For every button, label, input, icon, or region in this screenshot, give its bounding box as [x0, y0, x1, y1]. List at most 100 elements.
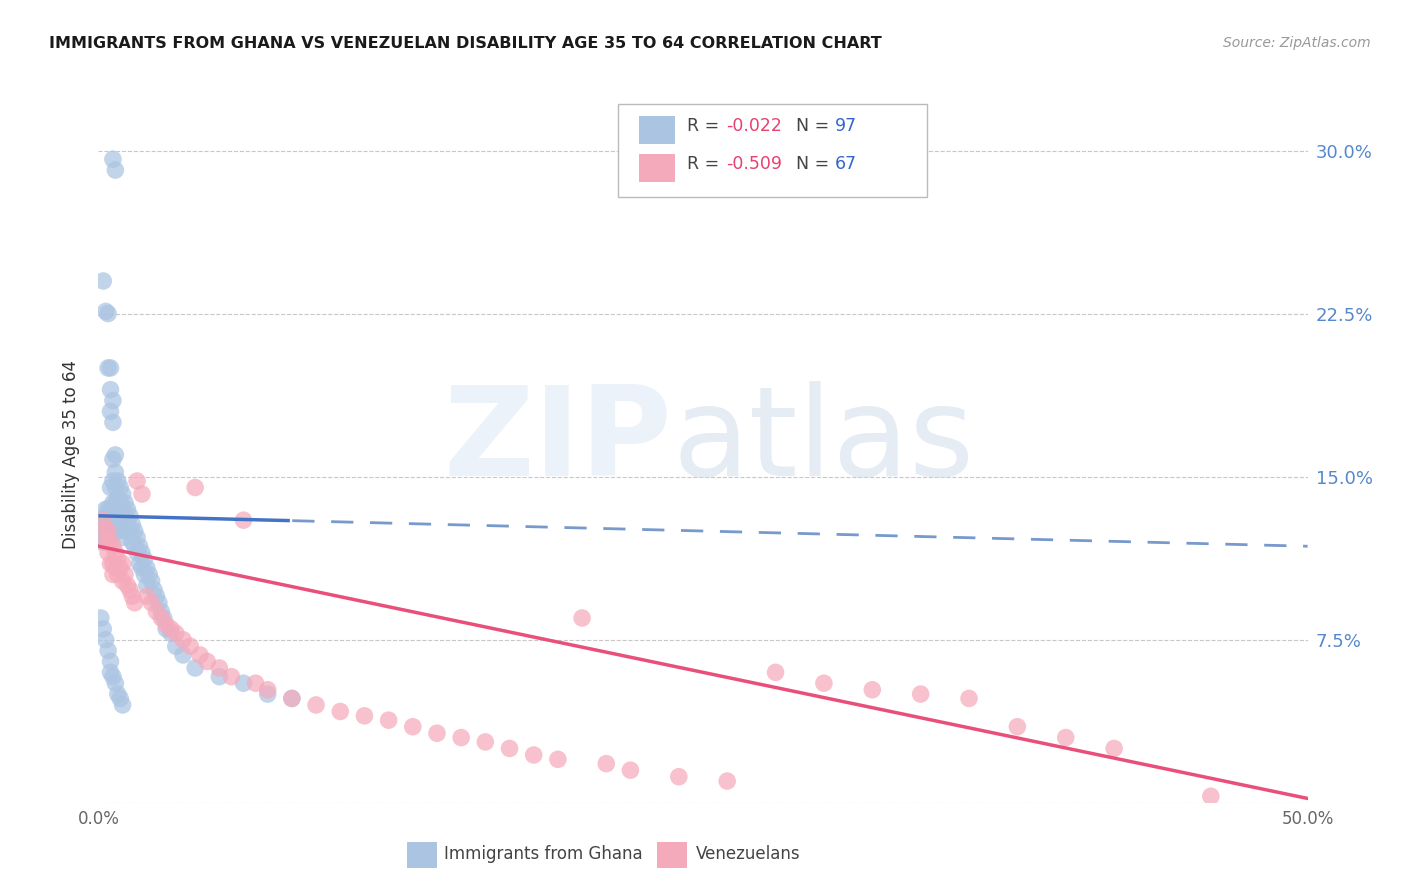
Point [94, 524, 117, 538]
Bar [657, 842, 688, 868]
Point [131, 561, 153, 575]
Point [118, 582, 141, 597]
Point [100, 531, 122, 545]
Point [184, 481, 207, 495]
Point [111, 698, 134, 712]
Text: Source: ZipAtlas.com: Source: ZipAtlas.com [1223, 36, 1371, 50]
Point [101, 557, 124, 571]
Point [165, 626, 187, 640]
Point [107, 508, 129, 523]
Point [195, 655, 218, 669]
Point [111, 487, 134, 501]
Point [104, 546, 127, 560]
Text: ZIP: ZIP [443, 381, 672, 501]
Point [111, 502, 134, 516]
Point [90, 611, 112, 625]
Point [450, 731, 472, 745]
Point [100, 481, 122, 495]
Point [100, 517, 122, 532]
Point [108, 691, 131, 706]
Point [547, 752, 569, 766]
Point [104, 496, 127, 510]
Point [1102, 741, 1125, 756]
Point [813, 676, 835, 690]
Point [150, 611, 173, 625]
Point [232, 513, 254, 527]
Text: R =: R = [688, 155, 725, 173]
Point [124, 596, 146, 610]
Point [97, 524, 120, 538]
Point [1054, 731, 1077, 745]
Point [104, 513, 127, 527]
Point [100, 557, 122, 571]
Point [97, 307, 120, 321]
Point [523, 747, 546, 762]
Point [860, 682, 883, 697]
Point [134, 567, 156, 582]
Point [128, 539, 150, 553]
Point [179, 639, 201, 653]
Point [134, 552, 156, 566]
Point [114, 496, 136, 510]
Point [127, 474, 149, 488]
Point [221, 670, 243, 684]
Point [128, 557, 150, 571]
Point [101, 152, 124, 166]
Point [305, 698, 328, 712]
Point [160, 626, 183, 640]
Text: atlas: atlas [673, 381, 974, 501]
Point [595, 756, 617, 771]
Point [100, 404, 122, 418]
Point [114, 524, 136, 538]
Point [97, 531, 120, 545]
Point [104, 448, 127, 462]
Point [165, 639, 187, 653]
Point [101, 567, 124, 582]
Text: 97: 97 [835, 117, 856, 135]
Y-axis label: Disability Age 35 to 64: Disability Age 35 to 64 [62, 360, 80, 549]
Point [101, 415, 124, 429]
Bar [638, 154, 675, 182]
Point [108, 496, 131, 510]
Point [104, 163, 127, 178]
Point [121, 534, 143, 549]
Point [100, 360, 122, 375]
Point [108, 481, 131, 495]
Text: R =: R = [688, 117, 725, 135]
Point [94, 534, 117, 549]
Point [111, 517, 134, 532]
Point [101, 513, 124, 527]
Point [138, 567, 160, 582]
Text: -0.022: -0.022 [725, 117, 782, 135]
Point [111, 574, 134, 588]
Point [155, 617, 177, 632]
Point [94, 508, 117, 523]
Text: 67: 67 [835, 155, 856, 173]
Point [118, 524, 141, 538]
Point [97, 360, 120, 375]
Point [135, 578, 157, 592]
Point [117, 502, 139, 516]
Point [131, 546, 153, 560]
Point [94, 524, 117, 538]
Point [160, 622, 183, 636]
Point [127, 546, 149, 560]
Point [150, 605, 173, 619]
Point [90, 534, 112, 549]
Point [232, 676, 254, 690]
Point [91, 622, 114, 636]
Point [107, 474, 129, 488]
Point [172, 648, 194, 662]
Point [571, 611, 593, 625]
Point [135, 561, 157, 575]
Point [91, 513, 114, 527]
Point [152, 611, 174, 625]
Point [108, 561, 131, 575]
Point [281, 691, 304, 706]
Point [104, 466, 127, 480]
Point [101, 393, 124, 408]
Point [124, 524, 146, 538]
Point [100, 655, 122, 669]
Point [101, 452, 124, 467]
Point [155, 622, 177, 636]
